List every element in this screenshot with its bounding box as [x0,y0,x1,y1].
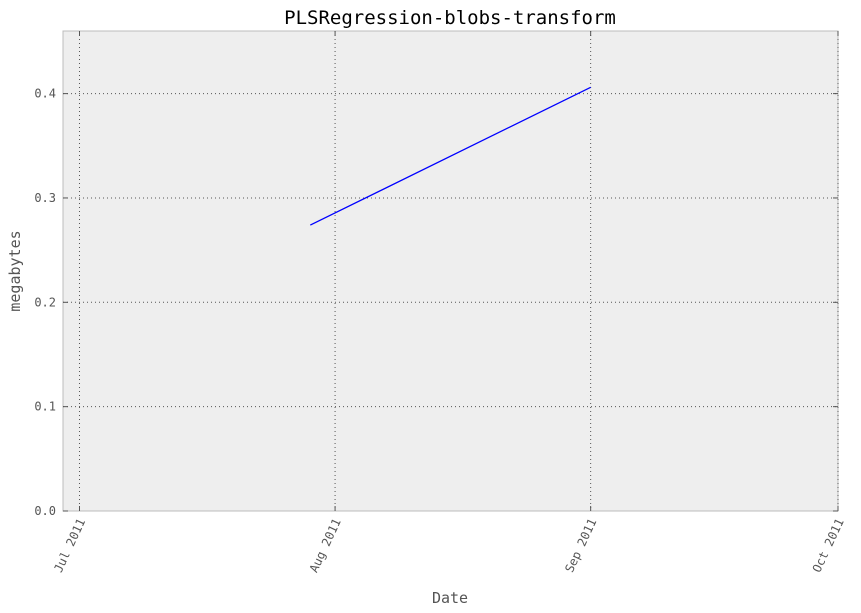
y-tick-label: 0.0 [34,504,56,518]
chart-title: PLSRegression-blobs-transform [284,7,616,29]
x-tick-label: Oct 2011 [810,516,847,574]
y-tick-label: 0.3 [34,191,56,205]
plot-area [62,30,839,512]
y-tick-label: 0.1 [34,400,56,414]
series-line [310,86,591,226]
x-tick-label: Jul 2011 [51,516,88,574]
y-axis-ticks: 0.0 0.1 0.2 0.3 0.4 [34,87,838,518]
y-tick-label: 0.2 [34,295,56,309]
x-tick-label: Aug 2011 [307,516,344,574]
y-axis-label: megabytes [6,230,24,311]
x-tick-label: Sep 2011 [562,516,599,574]
grid [63,31,839,511]
series-layer [310,86,591,226]
x-axis-label: Date [432,589,468,607]
y-tick-label: 0.4 [34,87,56,101]
